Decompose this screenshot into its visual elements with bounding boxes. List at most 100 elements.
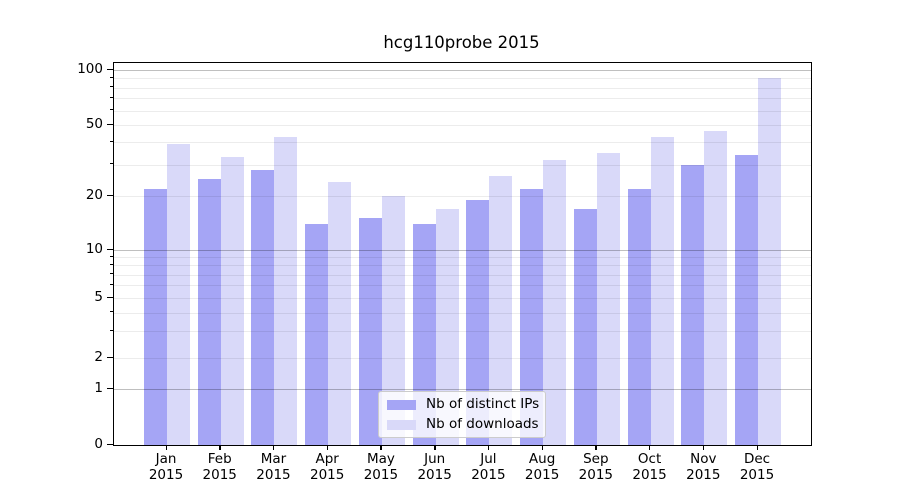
- x-tick-label-oct: Oct 2015: [632, 451, 667, 483]
- bar-nb-of-distinct-ips-aug: [520, 188, 544, 445]
- bar-nb-of-downloads-nov: [704, 131, 728, 445]
- y-minor-tick-40: [109, 140, 113, 142]
- plot-area: [113, 62, 812, 446]
- gridline-8: [114, 265, 811, 267]
- bar-nb-of-downloads-dec: [758, 78, 782, 445]
- legend-swatch-distinct-ips: [387, 399, 416, 410]
- bar-nb-of-distinct-ips-dec: [735, 154, 759, 445]
- y-tick-label-5: 5: [94, 289, 103, 305]
- x-tick-label-aug: Aug 2015: [524, 451, 560, 483]
- gridline-70: [114, 98, 811, 100]
- bar-nb-of-downloads-apr: [328, 181, 352, 445]
- legend-item-distinct-ips: Nb of distinct IPs: [387, 396, 540, 412]
- x-tick-label-dec: Dec 2015: [739, 451, 775, 483]
- bar-nb-of-downloads-jul: [489, 175, 513, 445]
- y-tick-10: [107, 248, 113, 250]
- x-tick-sep: [595, 445, 597, 450]
- gridline-4: [114, 312, 811, 314]
- x-tick-mar: [272, 445, 275, 450]
- x-tick-jan: [165, 445, 167, 450]
- legend-swatch-downloads: [387, 419, 416, 430]
- bar-nb-of-distinct-ips-jan: [144, 188, 167, 445]
- x-tick-oct: [649, 445, 651, 450]
- y-minor-tick-70: [109, 96, 113, 98]
- gridline-3: [114, 331, 811, 333]
- x-tick-jun: [434, 445, 436, 450]
- gridline-9: [114, 257, 811, 259]
- bar-nb-of-distinct-ips-oct: [627, 188, 651, 445]
- legend-item-downloads: Nb of downloads: [387, 416, 539, 432]
- y-tick-50: [107, 123, 113, 125]
- gridline-40: [114, 142, 811, 144]
- legend: Nb of distinct IPs Nb of downloads: [378, 391, 546, 438]
- bar-nb-of-downloads-jun: [435, 208, 459, 445]
- bar-nb-of-distinct-ips-apr: [305, 223, 329, 445]
- bar-nb-of-distinct-ips-sep: [573, 208, 597, 445]
- x-tick-label-mar: Mar 2015: [256, 451, 291, 483]
- gridline-90: [114, 78, 811, 80]
- bar-nb-of-downloads-oct: [650, 136, 674, 445]
- legend-label-downloads: Nb of downloads: [426, 416, 539, 432]
- bar-nb-of-downloads-may: [381, 196, 405, 445]
- y-minor-tick-90: [109, 76, 113, 78]
- gridline-2: [114, 358, 811, 359]
- bar-nb-of-distinct-ips-may: [358, 218, 382, 445]
- y-tick-label-20: 20: [85, 187, 103, 203]
- legend-label-distinct-ips: Nb of distinct IPs: [426, 396, 540, 412]
- y-minor-tick-6: [109, 283, 113, 285]
- x-tick-may: [380, 445, 382, 450]
- gridline-6: [114, 285, 811, 287]
- y-tick-100: [107, 68, 113, 70]
- y-tick-label-2: 2: [94, 349, 103, 365]
- gridline-60: [114, 110, 811, 112]
- bar-nb-of-downloads-feb: [220, 157, 244, 445]
- x-tick-label-nov: Nov 2015: [686, 451, 721, 483]
- y-tick-label-10: 10: [85, 241, 103, 257]
- y-tick-label-100: 100: [77, 61, 103, 77]
- y-minor-tick-9: [109, 255, 113, 257]
- y-tick-label-0: 0: [94, 436, 103, 452]
- bar-nb-of-downloads-aug: [543, 159, 567, 445]
- x-tick-label-jul: Jul 2015: [471, 451, 506, 483]
- gridline-100: [114, 70, 811, 71]
- y-tick-20: [107, 194, 113, 196]
- gridline-7: [114, 274, 811, 276]
- gridline-10: [114, 250, 811, 251]
- y-minor-tick-7: [109, 273, 113, 275]
- y-tick-2: [107, 356, 113, 358]
- y-tick-5: [107, 296, 113, 298]
- x-tick-apr: [326, 445, 329, 450]
- x-tick-label-sep: Sep 2015: [578, 451, 613, 483]
- bar-nb-of-downloads-mar: [274, 136, 298, 445]
- y-tick-label-50: 50: [85, 116, 103, 132]
- gridline-80: [114, 87, 811, 89]
- x-tick-label-jan: Jan 2015: [148, 451, 184, 483]
- x-tick-nov: [702, 445, 705, 450]
- gridline-1: [114, 389, 811, 390]
- y-minor-tick-8: [109, 263, 113, 265]
- x-tick-label-jun: Jun 2015: [417, 451, 452, 483]
- gridline-20: [114, 196, 811, 197]
- x-tick-jul: [487, 445, 490, 450]
- bar-nb-of-distinct-ips-jul: [466, 200, 490, 445]
- y-minor-tick-4: [109, 311, 113, 313]
- x-tick-label-may: May 2015: [363, 451, 399, 483]
- x-tick-feb: [219, 445, 221, 450]
- chart-title: hcg110probe 2015: [383, 33, 540, 52]
- bar-nb-of-distinct-ips-feb: [197, 178, 221, 445]
- y-tick-label-1: 1: [94, 380, 103, 396]
- y-minor-tick-30: [109, 163, 113, 165]
- y-minor-tick-80: [109, 86, 113, 88]
- y-minor-tick-3: [109, 329, 113, 331]
- y-tick-0: [107, 443, 113, 445]
- y-minor-tick-60: [109, 109, 113, 111]
- y-tick-1: [107, 387, 113, 389]
- bar-nb-of-downloads-jan: [167, 144, 190, 445]
- gridline-30: [114, 164, 811, 166]
- gridline-5: [114, 298, 811, 299]
- bar-nb-of-downloads-sep: [596, 152, 620, 445]
- x-tick-dec: [756, 445, 758, 450]
- x-tick-aug: [541, 445, 543, 450]
- bar-nb-of-distinct-ips-jun: [412, 223, 436, 445]
